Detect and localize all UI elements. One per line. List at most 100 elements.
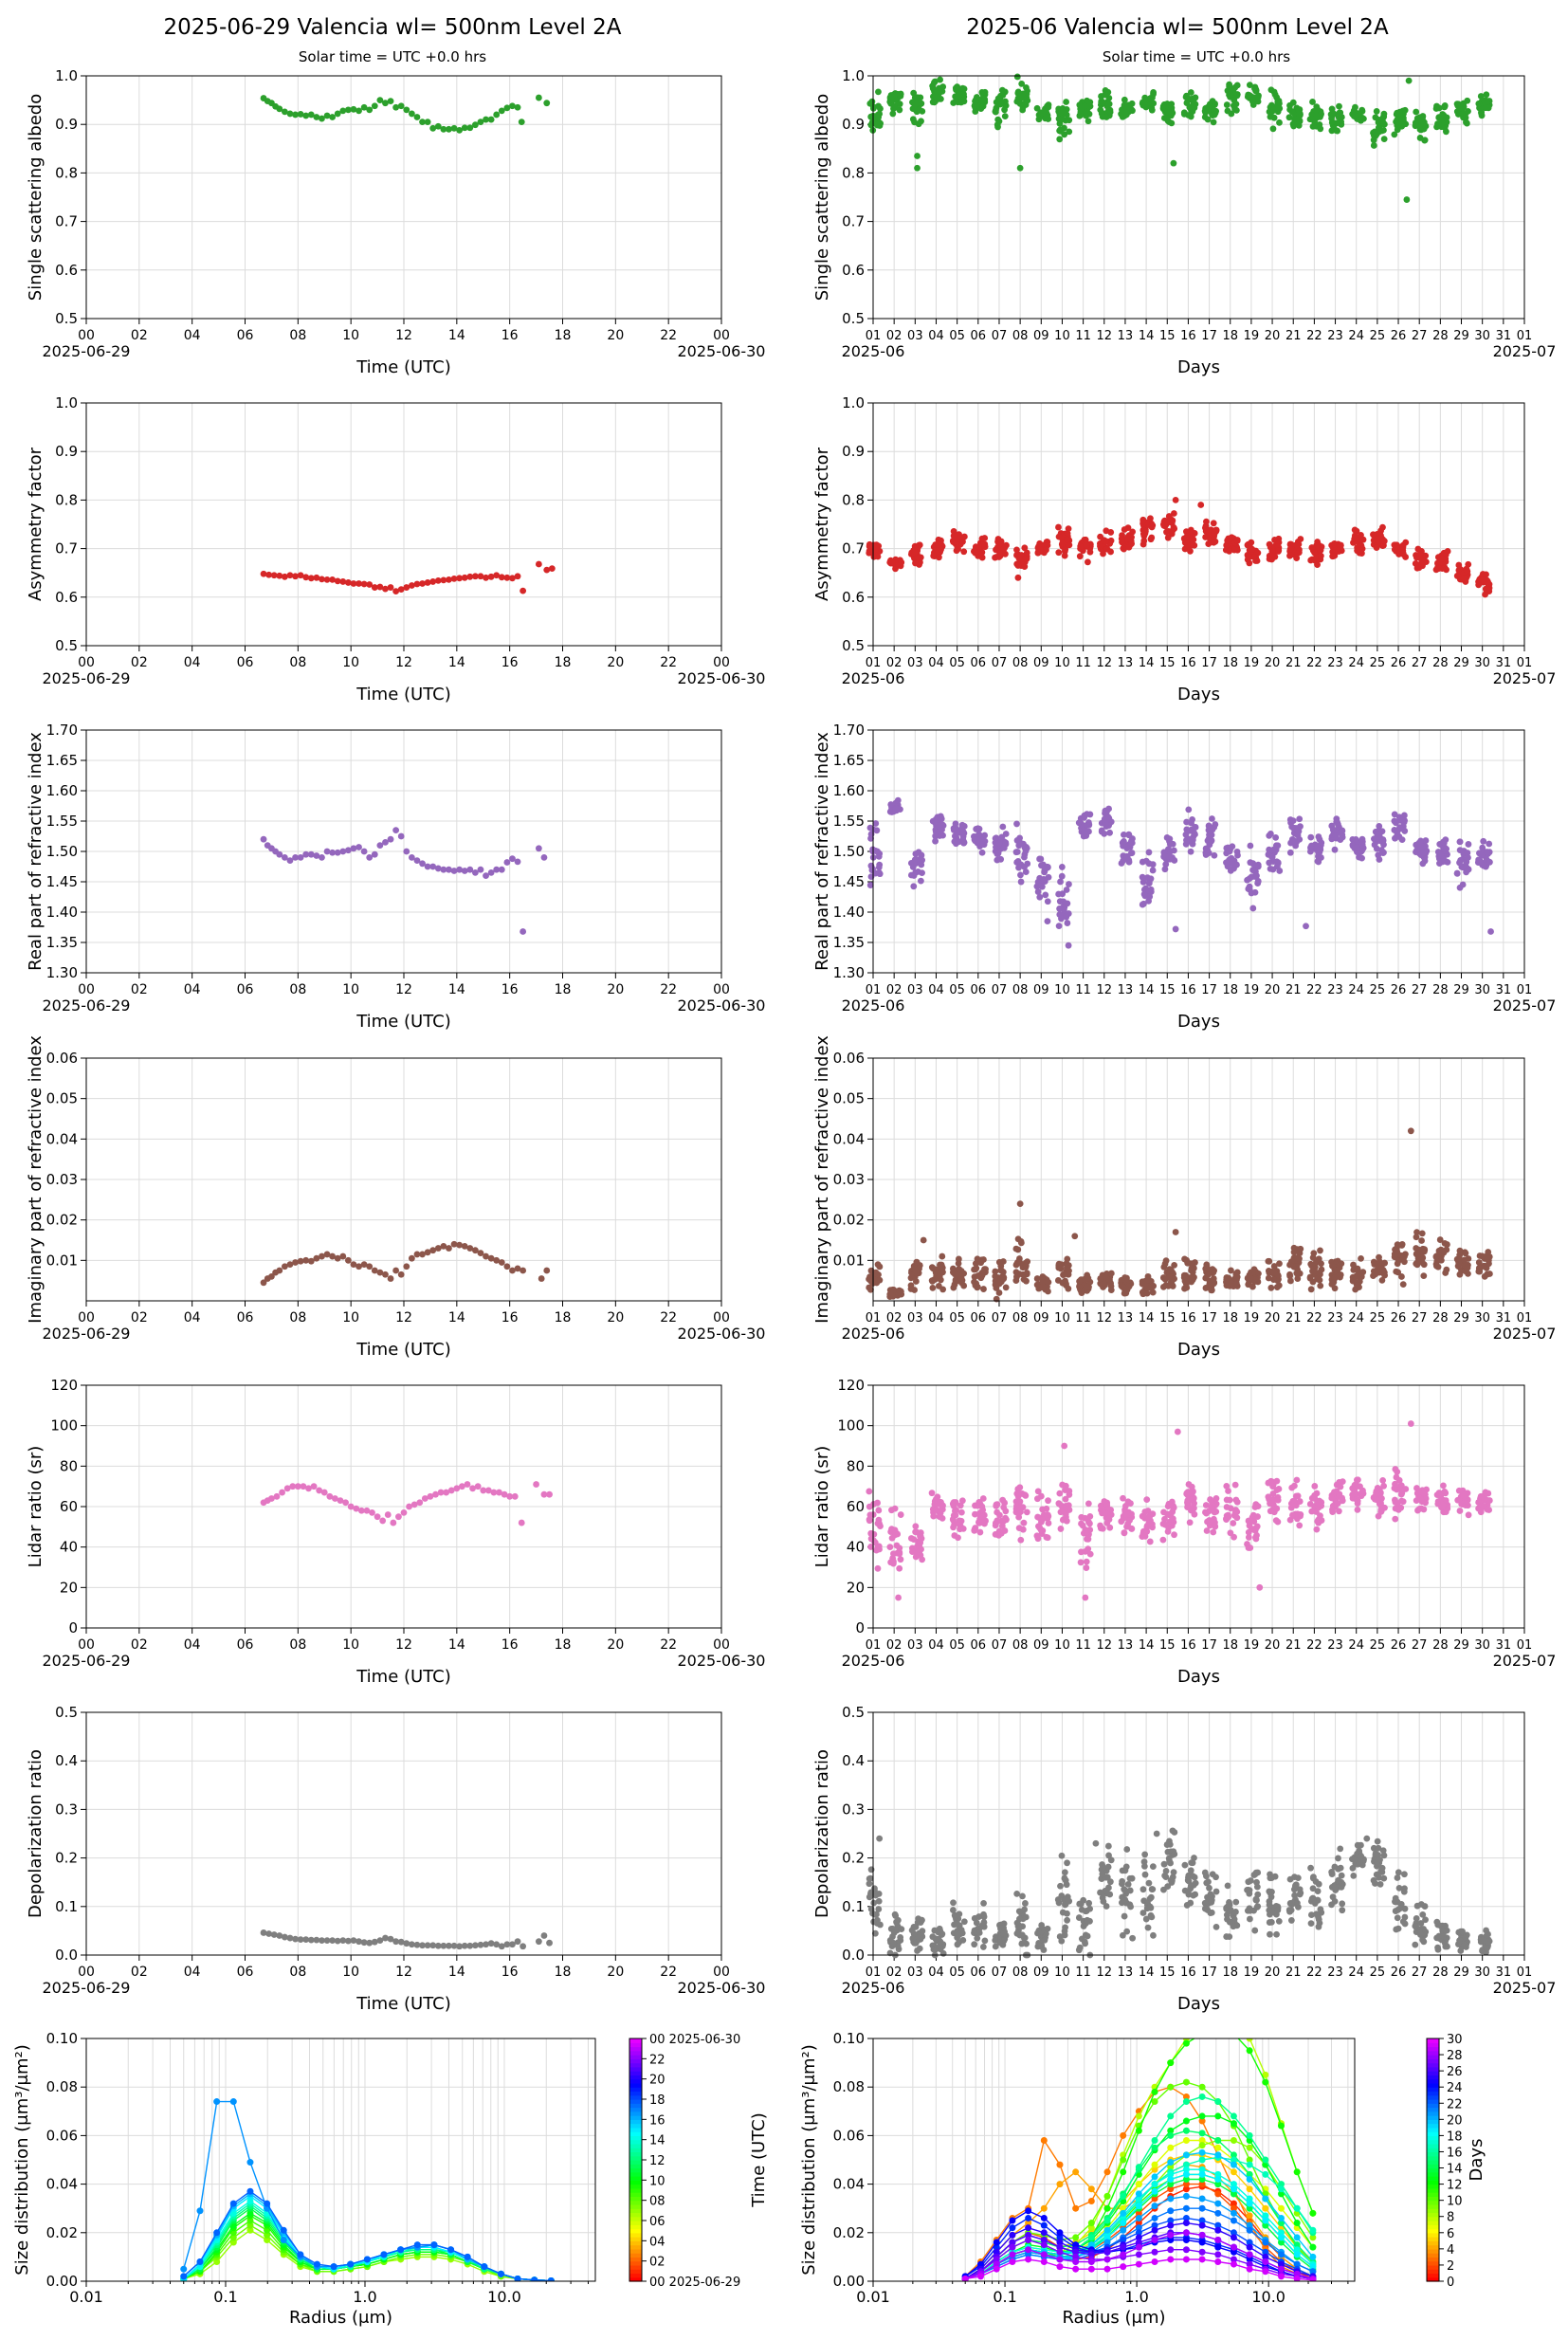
data-point: [952, 93, 959, 101]
data-point: [1272, 1517, 1280, 1525]
y-axis-label: Single scattering albedo: [812, 94, 832, 301]
data-point: [487, 116, 495, 123]
y-axis-label: Imaginary part of refractive index: [26, 1035, 46, 1324]
y-tick-label: 0.9: [842, 443, 865, 460]
data-point: [1438, 555, 1446, 562]
x-end-date: 2025-06-30: [678, 996, 766, 1015]
data-point: [1247, 1519, 1253, 1526]
data-point: [1098, 827, 1105, 834]
data-point: [1246, 883, 1253, 890]
data-point: [1017, 839, 1025, 847]
data-point: [487, 573, 495, 580]
data-point: [1437, 1492, 1445, 1500]
data-point: [1083, 1564, 1090, 1571]
x-tick-label: 17: [1201, 1311, 1217, 1325]
data-point: [912, 548, 919, 556]
data-point: [1181, 1285, 1188, 1292]
x-tick-label: 08: [289, 328, 306, 343]
data-point: [1475, 1265, 1483, 1271]
data-point: [1121, 1529, 1128, 1537]
data-point: [281, 854, 288, 861]
data-point: [1422, 1499, 1430, 1507]
data-point: [1140, 530, 1147, 538]
data-point: [1056, 136, 1064, 143]
y-tick-label: 0.02: [46, 1212, 78, 1229]
data-point: [1084, 97, 1090, 104]
x-start-date: 2025-06: [842, 1652, 905, 1670]
x-tick-label: 22: [1306, 1311, 1322, 1325]
data-point: [1439, 1501, 1447, 1508]
x-tick-label: 01: [1517, 329, 1533, 343]
data-point: [1015, 99, 1023, 106]
x-tick-label: 30: [1474, 1311, 1490, 1325]
x-tick-label: 24: [1348, 656, 1364, 670]
data-point: [995, 839, 1003, 847]
data-point: [1058, 108, 1065, 116]
data-point: [1077, 1288, 1085, 1295]
data-point: [1065, 941, 1072, 949]
data-point: [1438, 1249, 1446, 1256]
data-point: [1125, 832, 1133, 839]
x-tick-label: 14: [1139, 1638, 1155, 1653]
data-point: [1444, 1241, 1450, 1248]
y-tick-label: 0.4: [55, 1752, 78, 1769]
y-tick-label: 60: [60, 1498, 78, 1515]
data-point: [1033, 1281, 1041, 1289]
data-point: [1317, 552, 1324, 559]
data-point: [319, 576, 325, 583]
data-point: [1149, 1510, 1157, 1518]
data-point: [1391, 1253, 1398, 1261]
x-tick-label: 20: [607, 1310, 624, 1325]
data-point: [1317, 1247, 1323, 1254]
data-point: [1172, 497, 1179, 503]
data-point: [1083, 1558, 1090, 1565]
x-tick-label: 18: [1222, 1638, 1238, 1653]
data-point: [979, 1495, 987, 1502]
data-point: [1165, 1273, 1173, 1281]
data-point: [1420, 849, 1428, 856]
x-tick-label: 18: [1222, 656, 1238, 670]
data-point: [973, 102, 980, 109]
x-tick-label: 14: [448, 1637, 465, 1653]
data-point: [1370, 142, 1377, 149]
data-point: [1311, 1483, 1319, 1490]
y-axis-label: Lidar ratio (sr): [26, 1446, 46, 1568]
y-tick-label: 100: [50, 1417, 78, 1435]
data-point: [1045, 1520, 1052, 1526]
data-point: [1318, 110, 1324, 118]
data-point: [1125, 1517, 1133, 1525]
x-start-date: 2025-06-29: [43, 342, 131, 360]
data-point: [1016, 1484, 1024, 1491]
data-point: [1187, 1496, 1194, 1504]
data-point: [392, 588, 400, 595]
x-tick-label: 31: [1496, 656, 1512, 670]
data-point: [1310, 1268, 1317, 1275]
x-tick-label: 13: [1118, 329, 1134, 343]
data-point: [1013, 1273, 1020, 1281]
x-tick-label: 12: [395, 1965, 412, 1980]
data-point: [1481, 1495, 1488, 1503]
data-point: [1034, 888, 1042, 895]
x-tick-label: 21: [1285, 1638, 1302, 1653]
data-point: [1150, 1282, 1157, 1289]
data-point: [1037, 1492, 1045, 1500]
data-point: [477, 119, 484, 126]
data-point: [1187, 547, 1194, 555]
data-point: [292, 573, 299, 580]
data-point: [1197, 502, 1205, 508]
data-point: [1097, 533, 1104, 540]
data-point: [1481, 1272, 1488, 1280]
x-end-date: 2025-06-30: [678, 1325, 766, 1343]
data-point: [1162, 114, 1170, 121]
data-point: [1459, 881, 1467, 888]
x-end-date: 2025-07: [1493, 996, 1557, 1015]
data-point: [1440, 112, 1448, 119]
data-point: [1407, 1420, 1414, 1427]
data-point: [1421, 137, 1429, 144]
data-point: [1002, 1284, 1010, 1291]
data-point: [1234, 851, 1241, 859]
data-point: [1248, 889, 1255, 897]
left-title: 2025-06-29 Valencia wl= 500nm Level 2A: [164, 15, 622, 40]
data-point: [440, 125, 447, 133]
